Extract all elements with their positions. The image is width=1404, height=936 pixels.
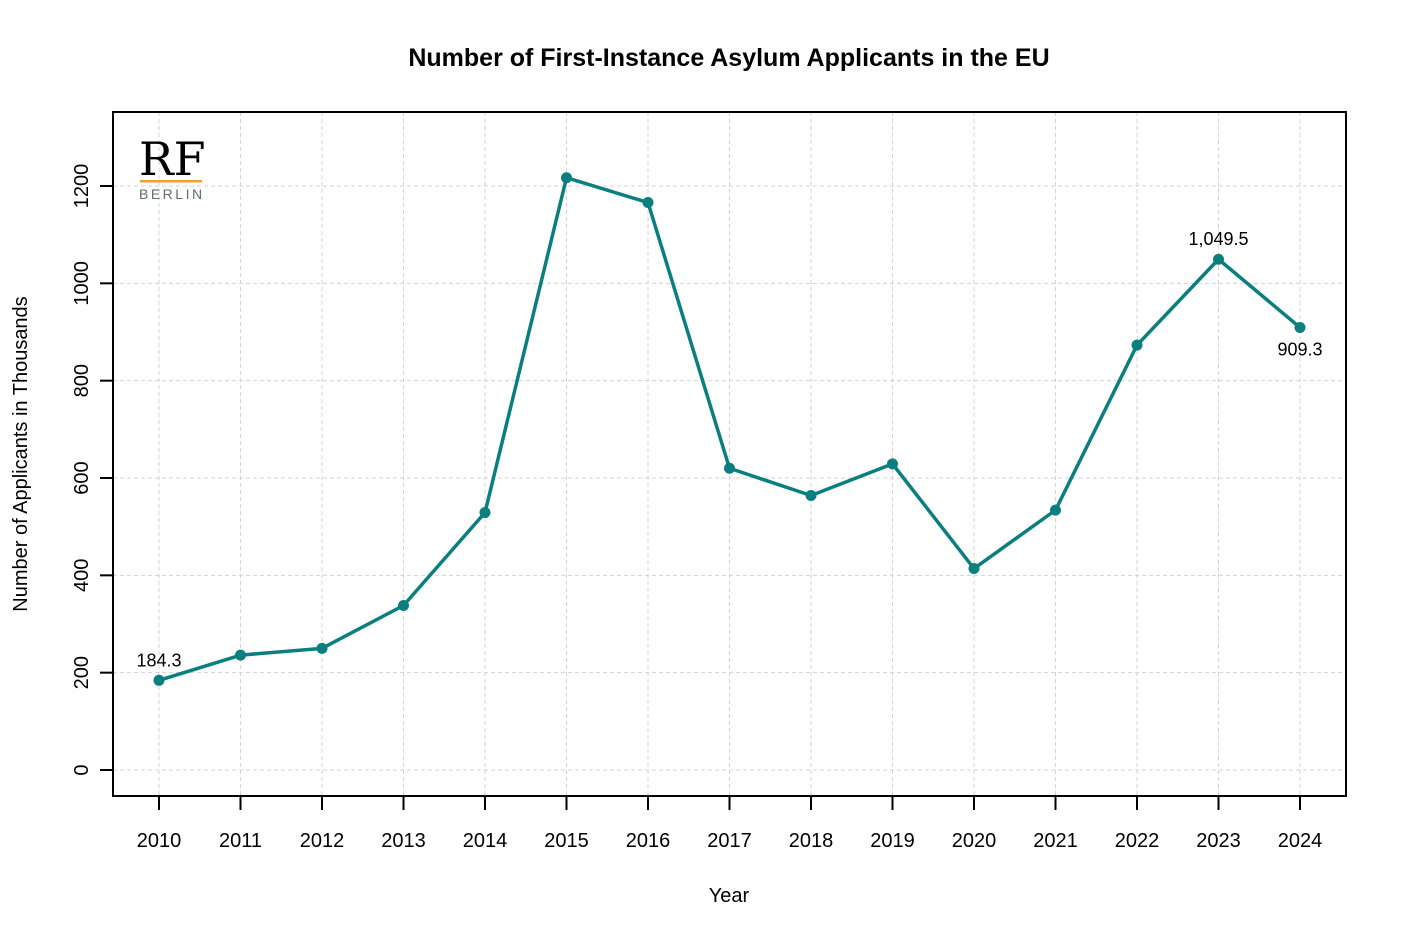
chart-title: Number of First-Instance Asylum Applican… (408, 44, 1049, 72)
x-tick-label: 2015 (544, 830, 589, 852)
rf-berlin-logo: RF BERLIN (139, 132, 206, 202)
logo-main-text: RF (139, 132, 206, 186)
data-label: 909.3 (1277, 339, 1322, 359)
y-tick-label: 800 (71, 364, 93, 397)
data-point (1294, 321, 1306, 333)
x-tick-label: 2012 (300, 830, 345, 852)
data-point (479, 507, 491, 519)
x-tick-label: 2024 (1278, 830, 1323, 852)
data-point (1050, 504, 1061, 516)
y-tick-label: 200 (71, 656, 93, 689)
x-tick-label: 2022 (1115, 830, 1160, 852)
grid (113, 112, 1346, 796)
data-point (887, 458, 898, 470)
data-point (235, 649, 246, 661)
x-tick-label: 2010 (137, 830, 182, 852)
y-tick-label: 1200 (71, 164, 93, 209)
data-point (642, 197, 654, 209)
x-tick-label: 2016 (626, 830, 671, 852)
x-tick-label: 2023 (1196, 830, 1241, 852)
x-tick-label: 2014 (463, 830, 508, 852)
data-label: 184.3 (136, 650, 181, 670)
x-axis-label: Year (709, 885, 750, 907)
data-point (1213, 253, 1224, 265)
x-axis: 2010 2011 2012 2013 2014 2015 2016 2017 2018 2019… (137, 796, 1323, 852)
x-tick-label: 2019 (870, 830, 915, 852)
data-point (153, 674, 165, 686)
y-tick-label: 400 (71, 559, 93, 592)
x-tick-label: 2018 (789, 830, 834, 852)
x-tick-label: 2021 (1033, 830, 1078, 852)
y-tick-label: 1000 (71, 261, 93, 306)
data-point (398, 600, 409, 612)
x-tick-label: 2013 (381, 830, 426, 852)
y-axis: 0 200 400 600 800 1000 1200 (71, 164, 113, 776)
y-tick-label: 600 (71, 461, 93, 494)
data-labels: 184.3 1,049.5 909.3 (136, 229, 1322, 670)
x-tick-label: 2020 (952, 830, 997, 852)
y-axis-label: Number of Applicants in Thousands (10, 296, 32, 611)
data-label: 1,049.5 (1188, 229, 1248, 249)
series-group (153, 172, 1306, 686)
data-point (968, 563, 980, 575)
x-tick-label: 2017 (707, 830, 752, 852)
logo-accent-bar (140, 180, 202, 183)
data-point (724, 462, 735, 474)
data-point (561, 172, 572, 184)
y-tick-label: 0 (71, 764, 93, 775)
data-point (316, 642, 328, 654)
data-point (1131, 339, 1143, 351)
data-point (805, 490, 817, 502)
logo-sub-text: BERLIN (139, 186, 205, 202)
x-tick-label: 2011 (219, 830, 262, 852)
